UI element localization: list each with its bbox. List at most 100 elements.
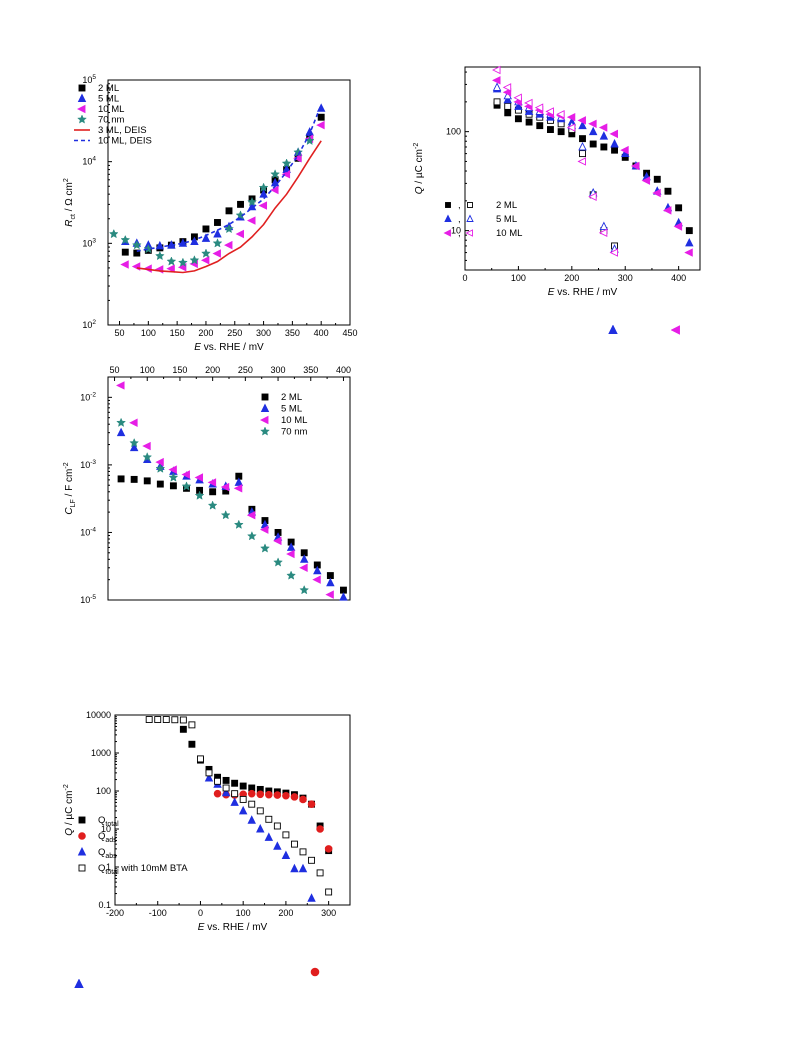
- q1-series-2: [492, 83, 694, 247]
- clf-series-3-point: [116, 417, 127, 427]
- q2-series-3-point: [162, 716, 170, 723]
- stray-blue-triangle-top: [608, 325, 618, 334]
- chart-q1-svg: 0 100 200 300 400 10 100 E vs. RHE / mV Q / µC c…: [413, 65, 701, 298]
- clf-series-3-point: [207, 500, 218, 510]
- rct-series-3-point: [154, 250, 165, 261]
- clf-series-2-point: [142, 441, 151, 451]
- clf-series-3-point: [168, 472, 179, 482]
- rct-legend-marker: [78, 84, 86, 92]
- clf-ytick-label: 10-3: [80, 459, 96, 470]
- rct-series-3-point: [270, 169, 281, 179]
- stray-blue-triangle-top-shape: [608, 325, 618, 334]
- rct-series-3-point: [247, 196, 257, 207]
- clf-ytick-label: 10-4: [80, 526, 96, 537]
- rct-series-2-point: [235, 229, 244, 239]
- rct-series-2-point: [131, 262, 141, 271]
- q1-series-1-point: [504, 102, 512, 110]
- q2-xlabel: E vs. RHE / mV: [198, 922, 268, 933]
- clf-xtick-label: 150: [172, 365, 187, 375]
- clf-series-3: [116, 417, 310, 595]
- clf-series-2-point: [325, 590, 334, 599]
- q2-ytick-label: 0.1: [98, 900, 111, 910]
- q2-xtick-label: 300: [321, 908, 336, 918]
- q2-series-1-point: [273, 791, 282, 799]
- q2-ytick-label: 1: [106, 862, 111, 872]
- rct-series-2-point: [258, 201, 268, 210]
- q1-series-1-point: [493, 98, 501, 106]
- q2-ytick-label: 10: [101, 824, 111, 834]
- clf-series-3-point: [220, 510, 231, 520]
- clf-series-2-point: [207, 478, 217, 487]
- q1-series-5-point: [609, 248, 618, 257]
- q1-series-5-point: [588, 192, 597, 201]
- q1-series-4-point: [662, 206, 672, 215]
- q1-series-0-point: [664, 187, 672, 195]
- clf-legend-label: 5 ML: [281, 404, 302, 415]
- q2-series-3-point: [171, 716, 179, 724]
- rct-series-3-point: [120, 234, 131, 245]
- clf-series-3-point: [286, 570, 297, 580]
- rct-series-1-point: [213, 229, 222, 238]
- clf-series-3-point: [155, 463, 166, 473]
- rct-series-3-point: [258, 182, 269, 192]
- rct-series-3: [108, 135, 315, 267]
- clf-series-1: [116, 427, 348, 601]
- q2-series-1-point: [256, 790, 265, 799]
- clf-ylabel: CLF / F cm-2: [63, 462, 77, 514]
- rct-xtick-label: 50: [115, 328, 125, 338]
- q2-series-1-point: [290, 793, 299, 801]
- q2-series-1: [213, 789, 333, 853]
- q2-series-0-point: [222, 776, 230, 784]
- rct-series-0-point: [133, 249, 141, 257]
- rct-series-3-point: [281, 158, 292, 168]
- q2-series-2-point: [290, 863, 299, 873]
- q2-series-0-point: [231, 779, 239, 787]
- q2-series-1-point: [282, 791, 290, 800]
- q2-series-3-point: [265, 815, 273, 823]
- clf-series-2-point: [259, 525, 269, 534]
- rct-series-2-point: [212, 249, 221, 258]
- q2-ytick-label: 10000: [86, 710, 111, 720]
- q2-series-3-point: [214, 777, 221, 785]
- q2-series-3-point: [239, 795, 247, 803]
- clf-series-0: [117, 472, 347, 594]
- q2-series-2: [204, 772, 316, 902]
- q1-series-4-point: [577, 116, 586, 125]
- q2-series-2-point: [281, 850, 291, 860]
- q1-xlabel: E vs. RHE / mV: [548, 287, 618, 298]
- q2-series-3-point: [308, 856, 315, 864]
- q2-xtick-label: -100: [149, 908, 167, 918]
- q1-series-5-point: [534, 103, 544, 112]
- q1-series-0-point: [536, 122, 544, 130]
- q1-legend-label: 5 ML: [496, 214, 517, 225]
- q1-ylabel: Q / µC cm-2: [413, 143, 425, 195]
- rct-xtick-label: 450: [342, 328, 357, 338]
- q2-series-2-point: [238, 805, 248, 815]
- q2-legend-marker: [78, 832, 86, 840]
- q2-series-3-point: [145, 716, 153, 723]
- clf-series-0-point: [156, 480, 164, 488]
- q1-series-4-point: [641, 176, 651, 185]
- q1-legend-marker: [443, 229, 451, 237]
- clf-series-3-point: [299, 584, 310, 595]
- q1-series-5-point: [502, 83, 512, 92]
- rct-series-3-point: [108, 228, 119, 239]
- q1-xtick-label: 0: [462, 273, 467, 283]
- clf-series-2-point: [299, 563, 308, 572]
- q2-series-3-point: [291, 840, 298, 848]
- q1-series-0-point: [589, 140, 597, 148]
- q2-series-0: [179, 725, 333, 855]
- q1-ytick-label: 100: [446, 127, 461, 137]
- stray-red-circle-bottom-shape: [310, 967, 320, 977]
- rct-series-3-point: [166, 256, 177, 266]
- clf-series-0-point: [117, 475, 125, 483]
- q2-plot-frame: [114, 714, 351, 906]
- q2-ytick-label: 1000: [91, 748, 111, 758]
- clf-series-3-point: [273, 557, 283, 567]
- chart-rct: 50 100 150 200 250 300 350 400 450 102 103 104 105 E …: [60, 70, 360, 360]
- stray-magenta-triangle-top: [671, 325, 680, 335]
- clf-series-0-point: [130, 475, 138, 483]
- rct-series-3-point: [143, 243, 154, 254]
- rct-legend-marker: [77, 114, 87, 124]
- q2-xtick-label: 200: [278, 908, 293, 918]
